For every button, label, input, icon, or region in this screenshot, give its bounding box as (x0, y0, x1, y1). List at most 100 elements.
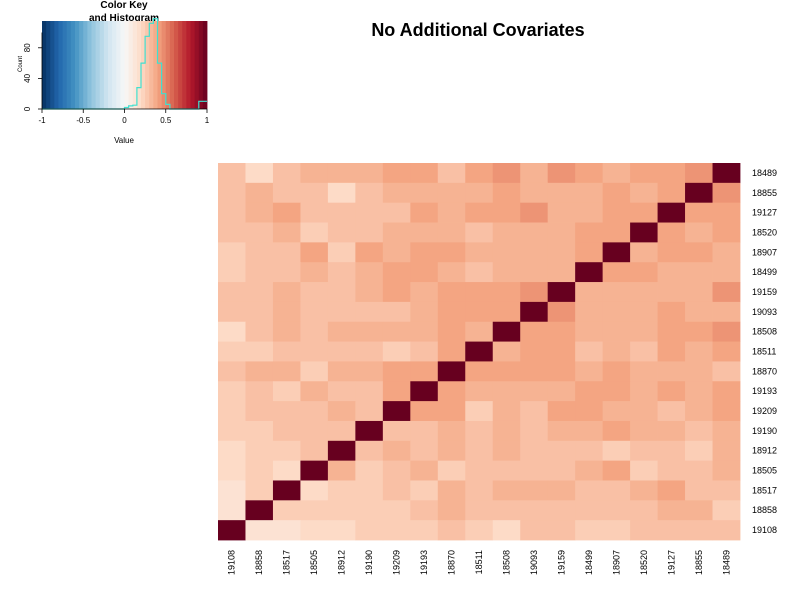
row-label: 18511 (752, 347, 776, 357)
heatmap-cell (685, 460, 713, 481)
heatmap-cell (492, 460, 521, 481)
color-key-y-tick-label: 0 (23, 106, 32, 111)
color-key: Color Key and Histogram -1 -0.5 0 0.5 1 0 40 8… (18, 0, 210, 145)
heatmap-cell (437, 381, 466, 402)
heatmap-cell (245, 341, 274, 362)
color-key-swatch (153, 21, 158, 109)
heatmap-cell (272, 321, 301, 342)
heatmap-cell (547, 520, 576, 541)
heatmap-cell (520, 163, 549, 184)
heatmap-cell (602, 420, 631, 442)
heatmap-cell (245, 420, 274, 442)
heatmap-cell (657, 182, 686, 204)
color-key-swatch (194, 21, 200, 109)
heatmap-cell (272, 361, 301, 382)
column-label: 18511 (474, 550, 484, 574)
heatmap-cell (245, 202, 274, 223)
heatmap-cell (630, 321, 658, 342)
heatmap-cell (382, 301, 411, 323)
row-label: 18520 (752, 227, 777, 237)
heatmap-cell (382, 460, 411, 481)
heatmap-cell (575, 381, 604, 402)
heatmap-cell (492, 520, 521, 541)
heatmap-cell (437, 282, 466, 303)
heatmap-cell (657, 460, 686, 481)
row-labels: 18489 18855 19127 18520 18907 18499 19159 19093… (752, 168, 777, 535)
color-key-swatch (190, 21, 196, 109)
heatmap-cell (657, 381, 686, 402)
heatmap-cell (520, 420, 549, 442)
color-key-swatch (174, 21, 179, 109)
row-label: 18517 (752, 485, 777, 495)
column-label: 18489 (721, 550, 731, 575)
heatmap-cell (657, 222, 686, 243)
heatmap-cell (575, 163, 604, 184)
heatmap-cell (355, 202, 384, 223)
heatmap-cell (382, 341, 411, 362)
heatmap-cell (630, 222, 658, 243)
color-key-swatch (182, 21, 187, 109)
heatmap-cell (245, 361, 274, 382)
color-key-swatch (169, 21, 175, 109)
heatmap-cell (382, 182, 411, 204)
heatmap-cell (437, 480, 466, 501)
color-key-swatch (165, 21, 171, 109)
heatmap-cell (685, 440, 713, 462)
column-label: 19127 (666, 550, 676, 575)
row-label: 18489 (752, 168, 777, 178)
heatmap-cell (245, 182, 274, 204)
heatmap-cell (327, 440, 356, 462)
heatmap-cell (492, 401, 521, 422)
color-key-x-tick-label: 0 (122, 116, 127, 125)
heatmap-cell (327, 301, 356, 323)
heatmap-cell (575, 420, 604, 442)
heatmap-cell (355, 520, 384, 541)
heatmap-cell (712, 202, 741, 223)
heatmap-cell (630, 163, 658, 184)
color-key-swatch (54, 21, 59, 109)
heatmap-cell (602, 440, 631, 462)
heatmap-cell (685, 420, 713, 442)
heatmap-cell (465, 361, 494, 382)
heatmap-cell (272, 182, 301, 204)
heatmap-cell (410, 182, 439, 204)
heatmap-cell (685, 361, 713, 382)
row-label: 18907 (752, 247, 777, 257)
heatmap-cell (685, 242, 713, 263)
heatmap-cell (520, 520, 549, 541)
heatmap-cell (465, 202, 494, 223)
heatmap-cell (218, 202, 246, 223)
heatmap-cell (657, 341, 686, 362)
heatmap-cell (465, 440, 494, 462)
heatmap-cell (327, 242, 356, 263)
heatmap-cell (657, 500, 686, 521)
heatmap-cell (218, 242, 246, 263)
heatmap-cell (492, 262, 521, 283)
heatmap-cell (685, 222, 713, 243)
heatmap-cell (272, 262, 301, 283)
heatmap-cell (630, 202, 658, 223)
color-key-swatch (198, 21, 204, 109)
color-key-swatch (186, 21, 191, 109)
heatmap-cell (300, 321, 329, 342)
color-key-swatch (99, 21, 105, 109)
color-key-y-axis: 0 40 80 (23, 32, 43, 111)
column-labels: 19108 18858 18517 18505 18912 19190 19209 19193… (227, 550, 732, 575)
heatmap-cell (547, 480, 576, 501)
column-label: 18517 (282, 550, 292, 575)
heatmap-cell (245, 401, 274, 422)
color-key-swatch (132, 21, 138, 109)
color-key-swatch (124, 21, 130, 109)
heatmap-cell (575, 262, 604, 283)
heatmap-cell (245, 242, 274, 263)
heatmap-cell (437, 361, 466, 382)
heatmap-cell (300, 520, 329, 541)
heatmap-cell (410, 440, 439, 462)
heatmap-cell (437, 440, 466, 462)
heatmap-cell (575, 301, 604, 323)
heatmap-cell (272, 163, 301, 184)
color-key-ylabel: Count (18, 56, 24, 72)
color-key-swatch (87, 21, 92, 109)
heatmap-cell (355, 480, 384, 501)
heatmap-cell (245, 222, 274, 243)
